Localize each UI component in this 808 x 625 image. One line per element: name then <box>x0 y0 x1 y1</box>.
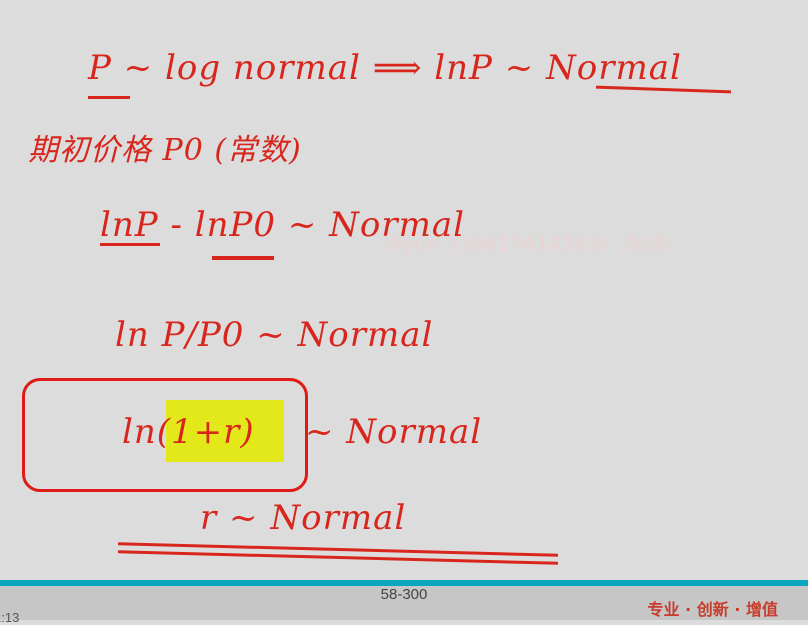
highlight-box <box>22 378 308 492</box>
underline-lnp0 <box>212 256 274 260</box>
note-line-initial-price: 期初价格 P0 (常数) <box>28 133 302 168</box>
note-line-lognormal: P ~ log normal ⟹ lnP ~ Normal <box>88 48 682 88</box>
slogan: 专业 · 创新 · 增值 <box>647 600 778 619</box>
page-number: 58-300 <box>380 586 428 603</box>
note-line-log-difference: lnP - lnP0 ~ Normal <box>100 205 465 245</box>
yellow-highlight <box>166 400 284 462</box>
watermark: Yiyun（18617414393）,加油! <box>385 232 674 256</box>
note-line-log-return-normal: ~ Normal <box>305 412 483 452</box>
note-line-log-ratio: ln P/P0 ~ Normal <box>115 315 434 355</box>
footer: 58-300 专业 · 创新 · 增值 1:13 <box>0 586 808 625</box>
note-line-log-return-term: ln(1+r) <box>122 412 255 452</box>
underline-p <box>88 96 130 99</box>
underline-lnp <box>100 243 160 246</box>
note-line-return: r ~ Normal <box>200 498 407 538</box>
timestamp: 1:13 <box>0 610 20 625</box>
accent-bar <box>0 580 808 586</box>
